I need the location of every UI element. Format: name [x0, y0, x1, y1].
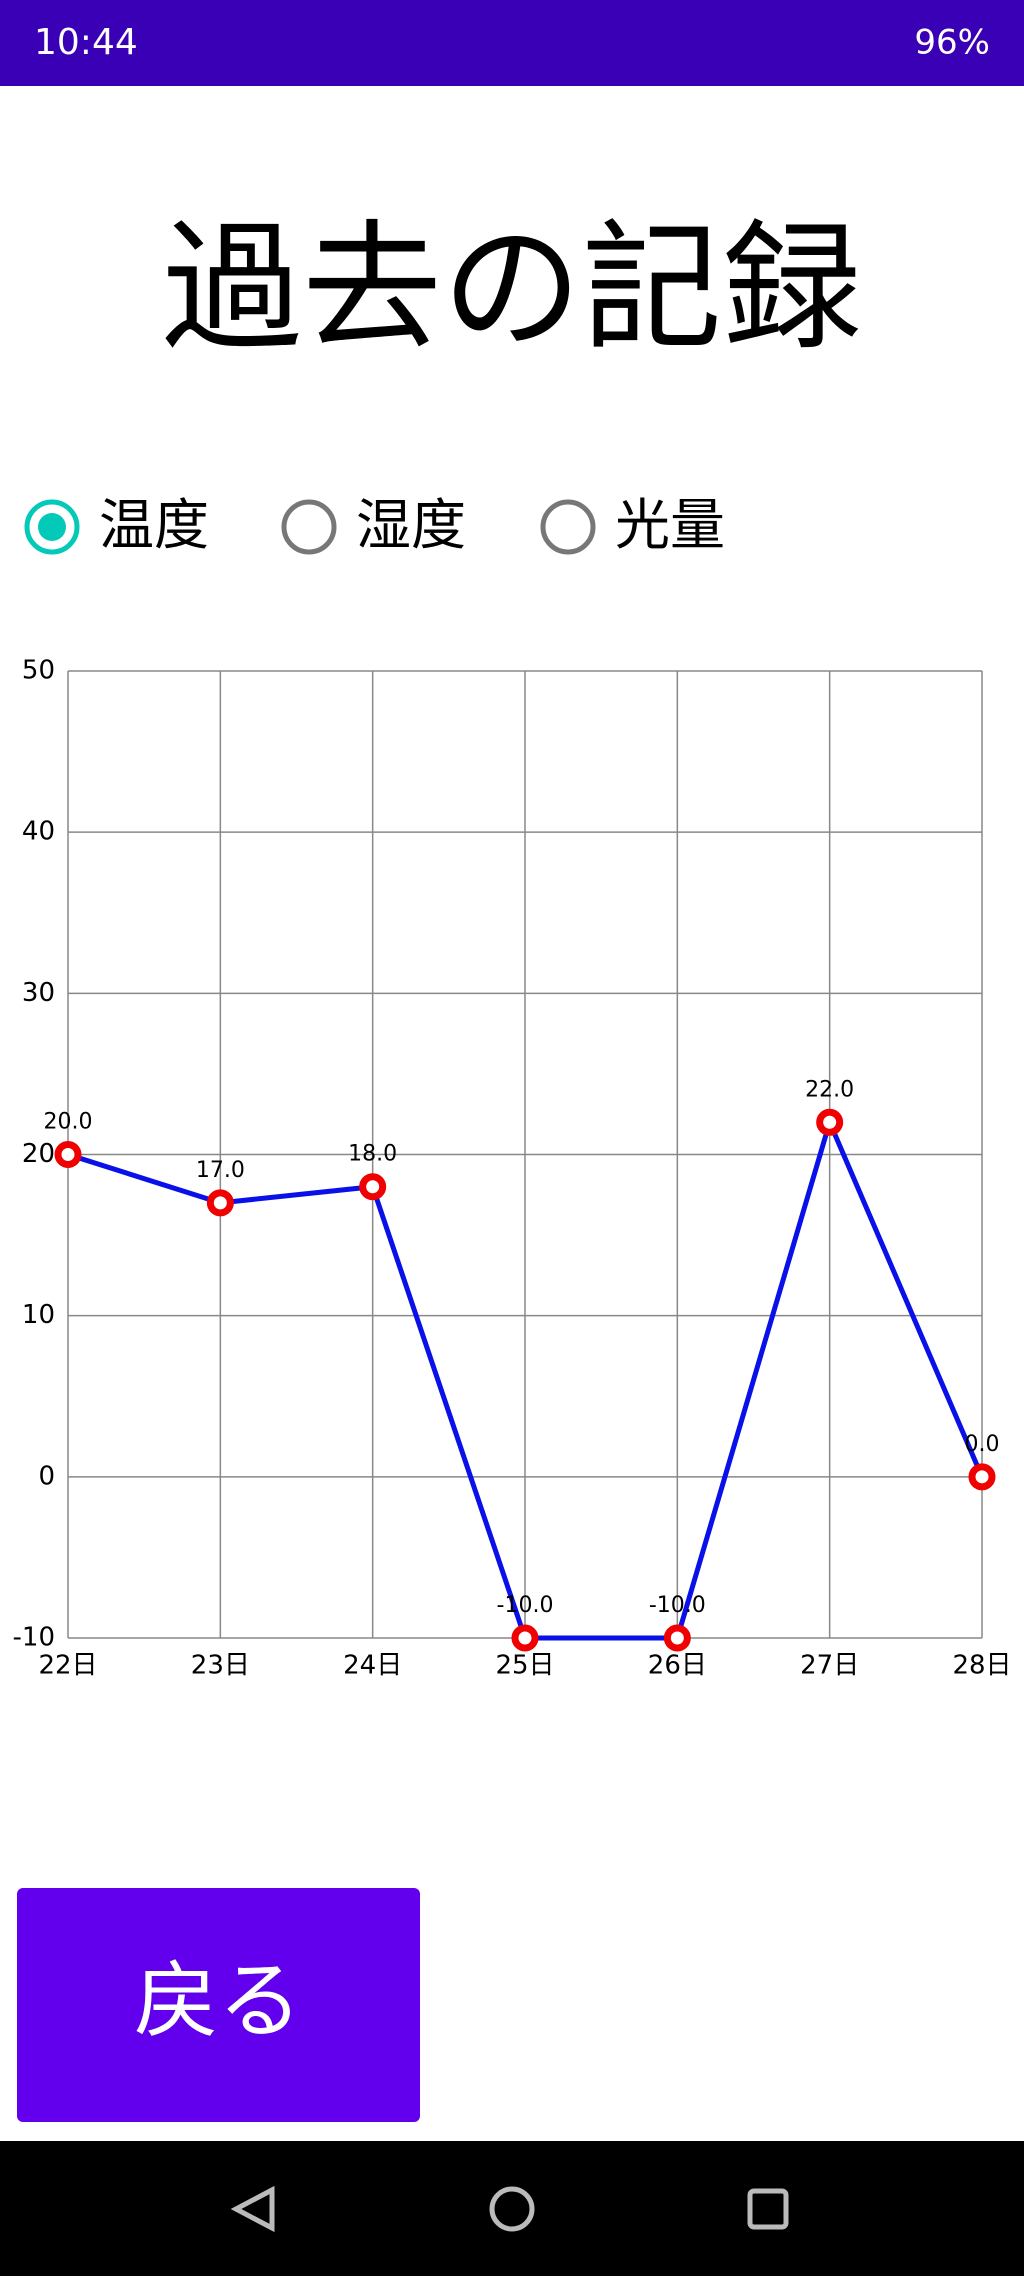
nav-back[interactable] [230, 2185, 275, 2233]
page-title: 過去の記録 [162, 208, 862, 371]
x-tick-label: 24日 [343, 1651, 402, 1681]
x-tick-label: 22日 [38, 1651, 97, 1681]
y-tick-label: -10 [13, 1623, 55, 1653]
status-time: 10:44 [34, 22, 138, 63]
radio-button[interactable] [281, 499, 337, 555]
y-tick-label: 20 [22, 1139, 55, 1169]
y-tick-label: 30 [22, 978, 55, 1008]
radio-button[interactable] [24, 499, 80, 555]
data-label: 17.0 [196, 1158, 245, 1183]
radio-button[interactable] [540, 499, 596, 555]
x-tick-label: 27日 [800, 1651, 859, 1681]
status-bar [0, 0, 1024, 86]
data-point [663, 1624, 691, 1652]
x-tick-label: 23日 [191, 1651, 250, 1681]
back-button-label[interactable]: 戻る [134, 1952, 302, 2050]
data-point [816, 1108, 844, 1136]
data-point [54, 1141, 82, 1168]
radio-label[interactable]: 光量 [615, 493, 725, 557]
y-tick-label: 50 [22, 656, 55, 686]
status-battery: 96% [914, 23, 990, 63]
data-point [206, 1189, 234, 1217]
nav-bar [0, 2141, 1024, 2276]
radio-label[interactable]: 湿度 [356, 493, 466, 557]
data-point [968, 1463, 996, 1491]
radio-group: 温度 湿度 光量 [24, 493, 725, 557]
nav-recents[interactable] [747, 2188, 789, 2230]
y-tick-label: 10 [22, 1300, 55, 1330]
x-tick-label: 26日 [648, 1651, 707, 1681]
x-tick-label: 25日 [495, 1651, 554, 1681]
y-tick-label: 0 [38, 1461, 55, 1491]
radio-label[interactable]: 温度 [99, 493, 209, 557]
data-label: 20.0 [44, 1110, 93, 1135]
data-label: -10.0 [649, 1593, 706, 1618]
x-tick-label: 28日 [952, 1651, 1011, 1681]
back-button[interactable] [17, 1888, 420, 2122]
data-label: 0.0 [965, 1432, 1000, 1457]
radio-dot[interactable] [38, 513, 66, 541]
y-tick-label: 40 [22, 817, 55, 847]
chart: -10 0 10 20 30 40 50 22日 23日 24日 25日 26日 27日 28日 20.0 1… [13, 656, 1012, 1681]
data-label: -10.0 [497, 1593, 554, 1618]
data-point [359, 1173, 387, 1201]
nav-home[interactable] [489, 2186, 535, 2232]
data-point [511, 1624, 539, 1652]
data-label: 22.0 [805, 1077, 854, 1102]
data-label: 18.0 [348, 1142, 397, 1167]
